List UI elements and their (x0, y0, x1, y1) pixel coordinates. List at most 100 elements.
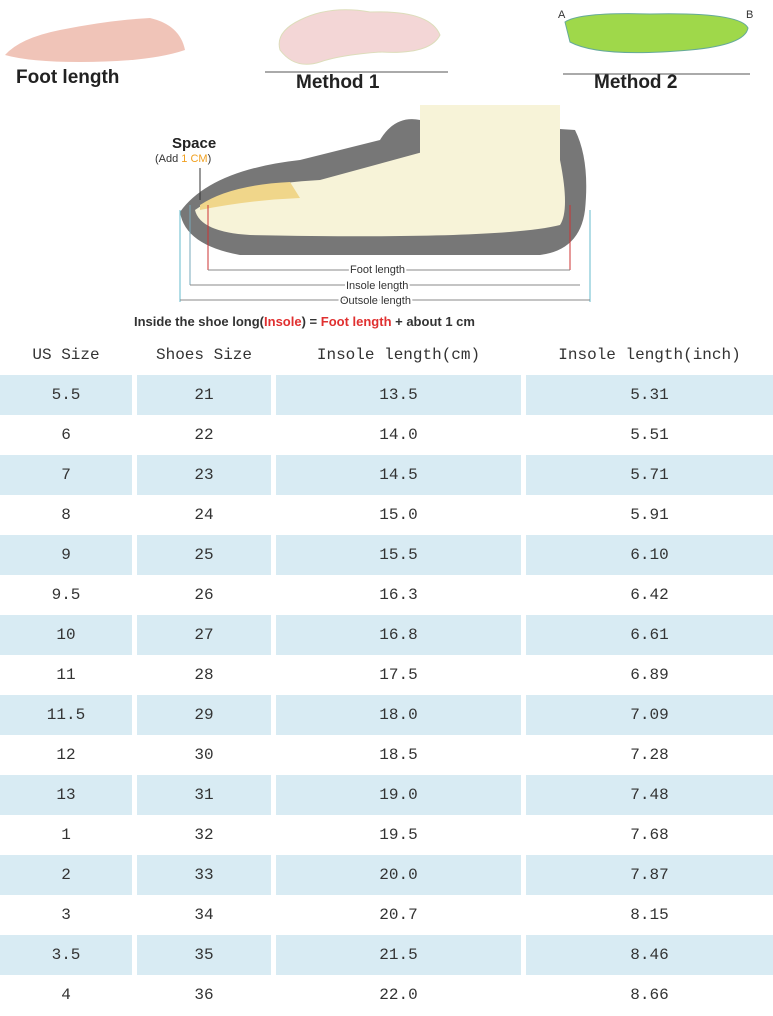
table-cell: 15.5 (276, 535, 521, 575)
table-cell: 6 (61, 426, 71, 444)
table-cell: 7 (0, 455, 132, 495)
table-cell: 13.5 (276, 375, 521, 415)
table-cell: 5.91 (630, 506, 669, 524)
size-table: US Size Shoes Size Insole length(cm) Insole… (0, 335, 773, 1015)
column-header: Insole length(inch) (526, 335, 773, 375)
table-cell: 21.5 (276, 935, 521, 975)
table-cell: 2 (0, 855, 132, 895)
table-cell: 6.89 (630, 666, 669, 684)
table-cell: 33 (137, 855, 271, 895)
insole (564, 13, 749, 54)
table-cell: 11.5 (0, 695, 132, 735)
table-cell: 5.71 (526, 455, 773, 495)
table-cell: 3.5 (0, 935, 132, 975)
table-cell: 13 (0, 775, 132, 815)
method-2-label: Method 2 (594, 72, 677, 93)
text: ) (208, 153, 212, 165)
table-cell: 6.10 (526, 535, 773, 575)
table-cell: 6.61 (526, 615, 773, 655)
table-row: 9 25 15.5 6.10 (0, 535, 773, 575)
table-cell: 7.87 (526, 855, 773, 895)
table-cell: 18.5 (379, 746, 418, 764)
table-cell: 35 (137, 935, 271, 975)
table-row: 11 28 17.5 6.89 (0, 655, 773, 695)
text: Inside the shoe long( (134, 314, 265, 329)
foot-side (5, 18, 185, 62)
table-cell: 7.68 (630, 826, 669, 844)
table-cell: 24 (194, 506, 214, 524)
text: ) = (302, 314, 321, 329)
text: + about (392, 314, 446, 329)
toe-space (200, 182, 300, 210)
table-cell: 11 (56, 666, 76, 684)
dim-label: Insole length (346, 280, 408, 292)
table-cell: 18.0 (276, 695, 521, 735)
table-cell: 22.0 (379, 986, 418, 1004)
table-cell: 29 (137, 695, 271, 735)
table-cell: 23 (137, 455, 271, 495)
table-cell: 32 (194, 826, 214, 844)
table-row: 9.5 26 16.3 6.42 (0, 575, 773, 615)
method-1-label: Method 1 (296, 72, 380, 93)
add-label: (Add 1 CM) (155, 153, 211, 165)
table-cell: 30 (194, 746, 214, 764)
table-row: 3.5 35 21.5 8.46 (0, 935, 773, 975)
table-row: 7 23 14.5 5.71 (0, 455, 773, 495)
table-cell: 21 (137, 375, 271, 415)
table-cell: 31 (137, 775, 271, 815)
header-row: US Size Shoes Size Insole length(cm) Insole… (0, 335, 773, 375)
table-cell: 36 (194, 986, 214, 1004)
table-row: 4 36 22.0 8.66 (0, 975, 773, 1015)
text: 1 CM (181, 153, 207, 165)
end-b: B (746, 9, 753, 21)
table-cell: 22 (194, 426, 214, 444)
foot-length-label: Foot length (16, 67, 119, 88)
table-row: 2 33 20.0 7.87 (0, 855, 773, 895)
table-cell: 7.28 (630, 746, 669, 764)
column-header: US Size (0, 335, 132, 375)
caption: Inside the shoe long(Insole) = Foot leng… (134, 314, 475, 329)
table-cell: 27 (137, 615, 271, 655)
foot (195, 150, 565, 237)
space-label: Space (172, 135, 216, 152)
table-cell: 25 (137, 535, 271, 575)
table-row: 12 30 18.5 7.28 (0, 735, 773, 775)
illustrations: Foot length Method 1 A B Method 2 Space … (5, 9, 753, 329)
table-cell: 20.7 (379, 906, 418, 924)
table-cell: 16.8 (276, 615, 521, 655)
table-cell: 17.5 (379, 666, 418, 684)
table-row: 8 24 15.0 5.91 (0, 495, 773, 535)
table-cell: 3 (61, 906, 71, 924)
footprint (278, 9, 441, 65)
table-cell: 6.42 (630, 586, 669, 604)
table-cell: 34 (194, 906, 214, 924)
text: 1 cm (445, 314, 475, 329)
end-a: A (558, 9, 566, 21)
table-cell: 1 (61, 826, 71, 844)
table-row: 1 32 19.5 7.68 (0, 815, 773, 855)
table-cell: 8 (61, 506, 71, 524)
text: Foot length (321, 314, 392, 329)
text: Insole (264, 314, 302, 329)
table-cell: 19.0 (276, 775, 521, 815)
column-header: Shoes Size (137, 335, 271, 375)
table-cell: 7.09 (526, 695, 773, 735)
table-cell: 28 (194, 666, 214, 684)
table-row: 5.5 21 13.5 5.31 (0, 375, 773, 415)
table-cell: 5.51 (630, 426, 669, 444)
table-row: 3 34 20.7 8.15 (0, 895, 773, 935)
dim-label: Outsole length (340, 295, 411, 307)
table-cell: 8.46 (526, 935, 773, 975)
table-cell: 14.0 (379, 426, 418, 444)
text: (Add (155, 153, 181, 165)
table-cell: 12 (56, 746, 76, 764)
table-row: 11.5 29 18.0 7.09 (0, 695, 773, 735)
table-cell: 19.5 (379, 826, 418, 844)
table-cell: 7.48 (526, 775, 773, 815)
table-cell: 16.3 (379, 586, 418, 604)
table-cell: 20.0 (276, 855, 521, 895)
table-cell: 15.0 (379, 506, 418, 524)
table-cell: 8.15 (630, 906, 669, 924)
table-cell: 9.5 (51, 586, 81, 604)
